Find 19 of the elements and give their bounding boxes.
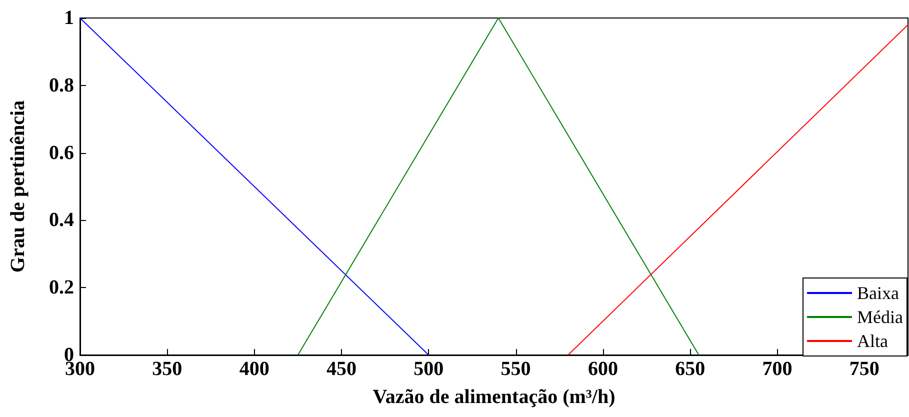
y-tick-label: 1 (64, 7, 74, 29)
x-tick-label: 450 (326, 358, 356, 380)
x-tick-label: 400 (239, 358, 270, 380)
x-axis-title: Vazão de alimentação (m³/h) (372, 386, 616, 408)
y-axis-title: Grau de pertinência (7, 100, 29, 273)
x-tick-label: 600 (588, 358, 618, 380)
legend-label: Alta (857, 331, 888, 351)
y-tick-label: 0.8 (49, 74, 74, 96)
x-tick-label: 550 (500, 358, 531, 380)
x-tick-label: 500 (414, 358, 444, 380)
x-tick-label: 700 (762, 358, 792, 380)
legend-label: Baixa (857, 283, 900, 303)
y-tick-label: 0.4 (49, 209, 74, 232)
x-tick-label: 350 (152, 358, 182, 380)
legend-label: Média (857, 307, 904, 327)
y-tick-label: 0.6 (49, 142, 74, 164)
y-tick-label: 0.2 (49, 276, 74, 299)
x-tick-label: 750 (849, 358, 880, 380)
x-tick-label: 650 (675, 358, 706, 380)
